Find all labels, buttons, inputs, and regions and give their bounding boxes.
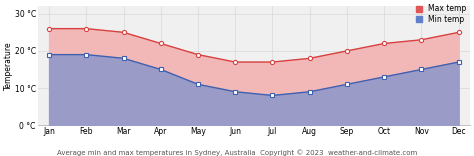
Text: Average min and max temperatures in Sydney, Australia  Copyright © 2023  weather: Average min and max temperatures in Sydn… — [57, 149, 417, 156]
Legend: Max temp, Min temp: Max temp, Min temp — [416, 4, 466, 24]
Y-axis label: Temperature: Temperature — [4, 41, 13, 90]
